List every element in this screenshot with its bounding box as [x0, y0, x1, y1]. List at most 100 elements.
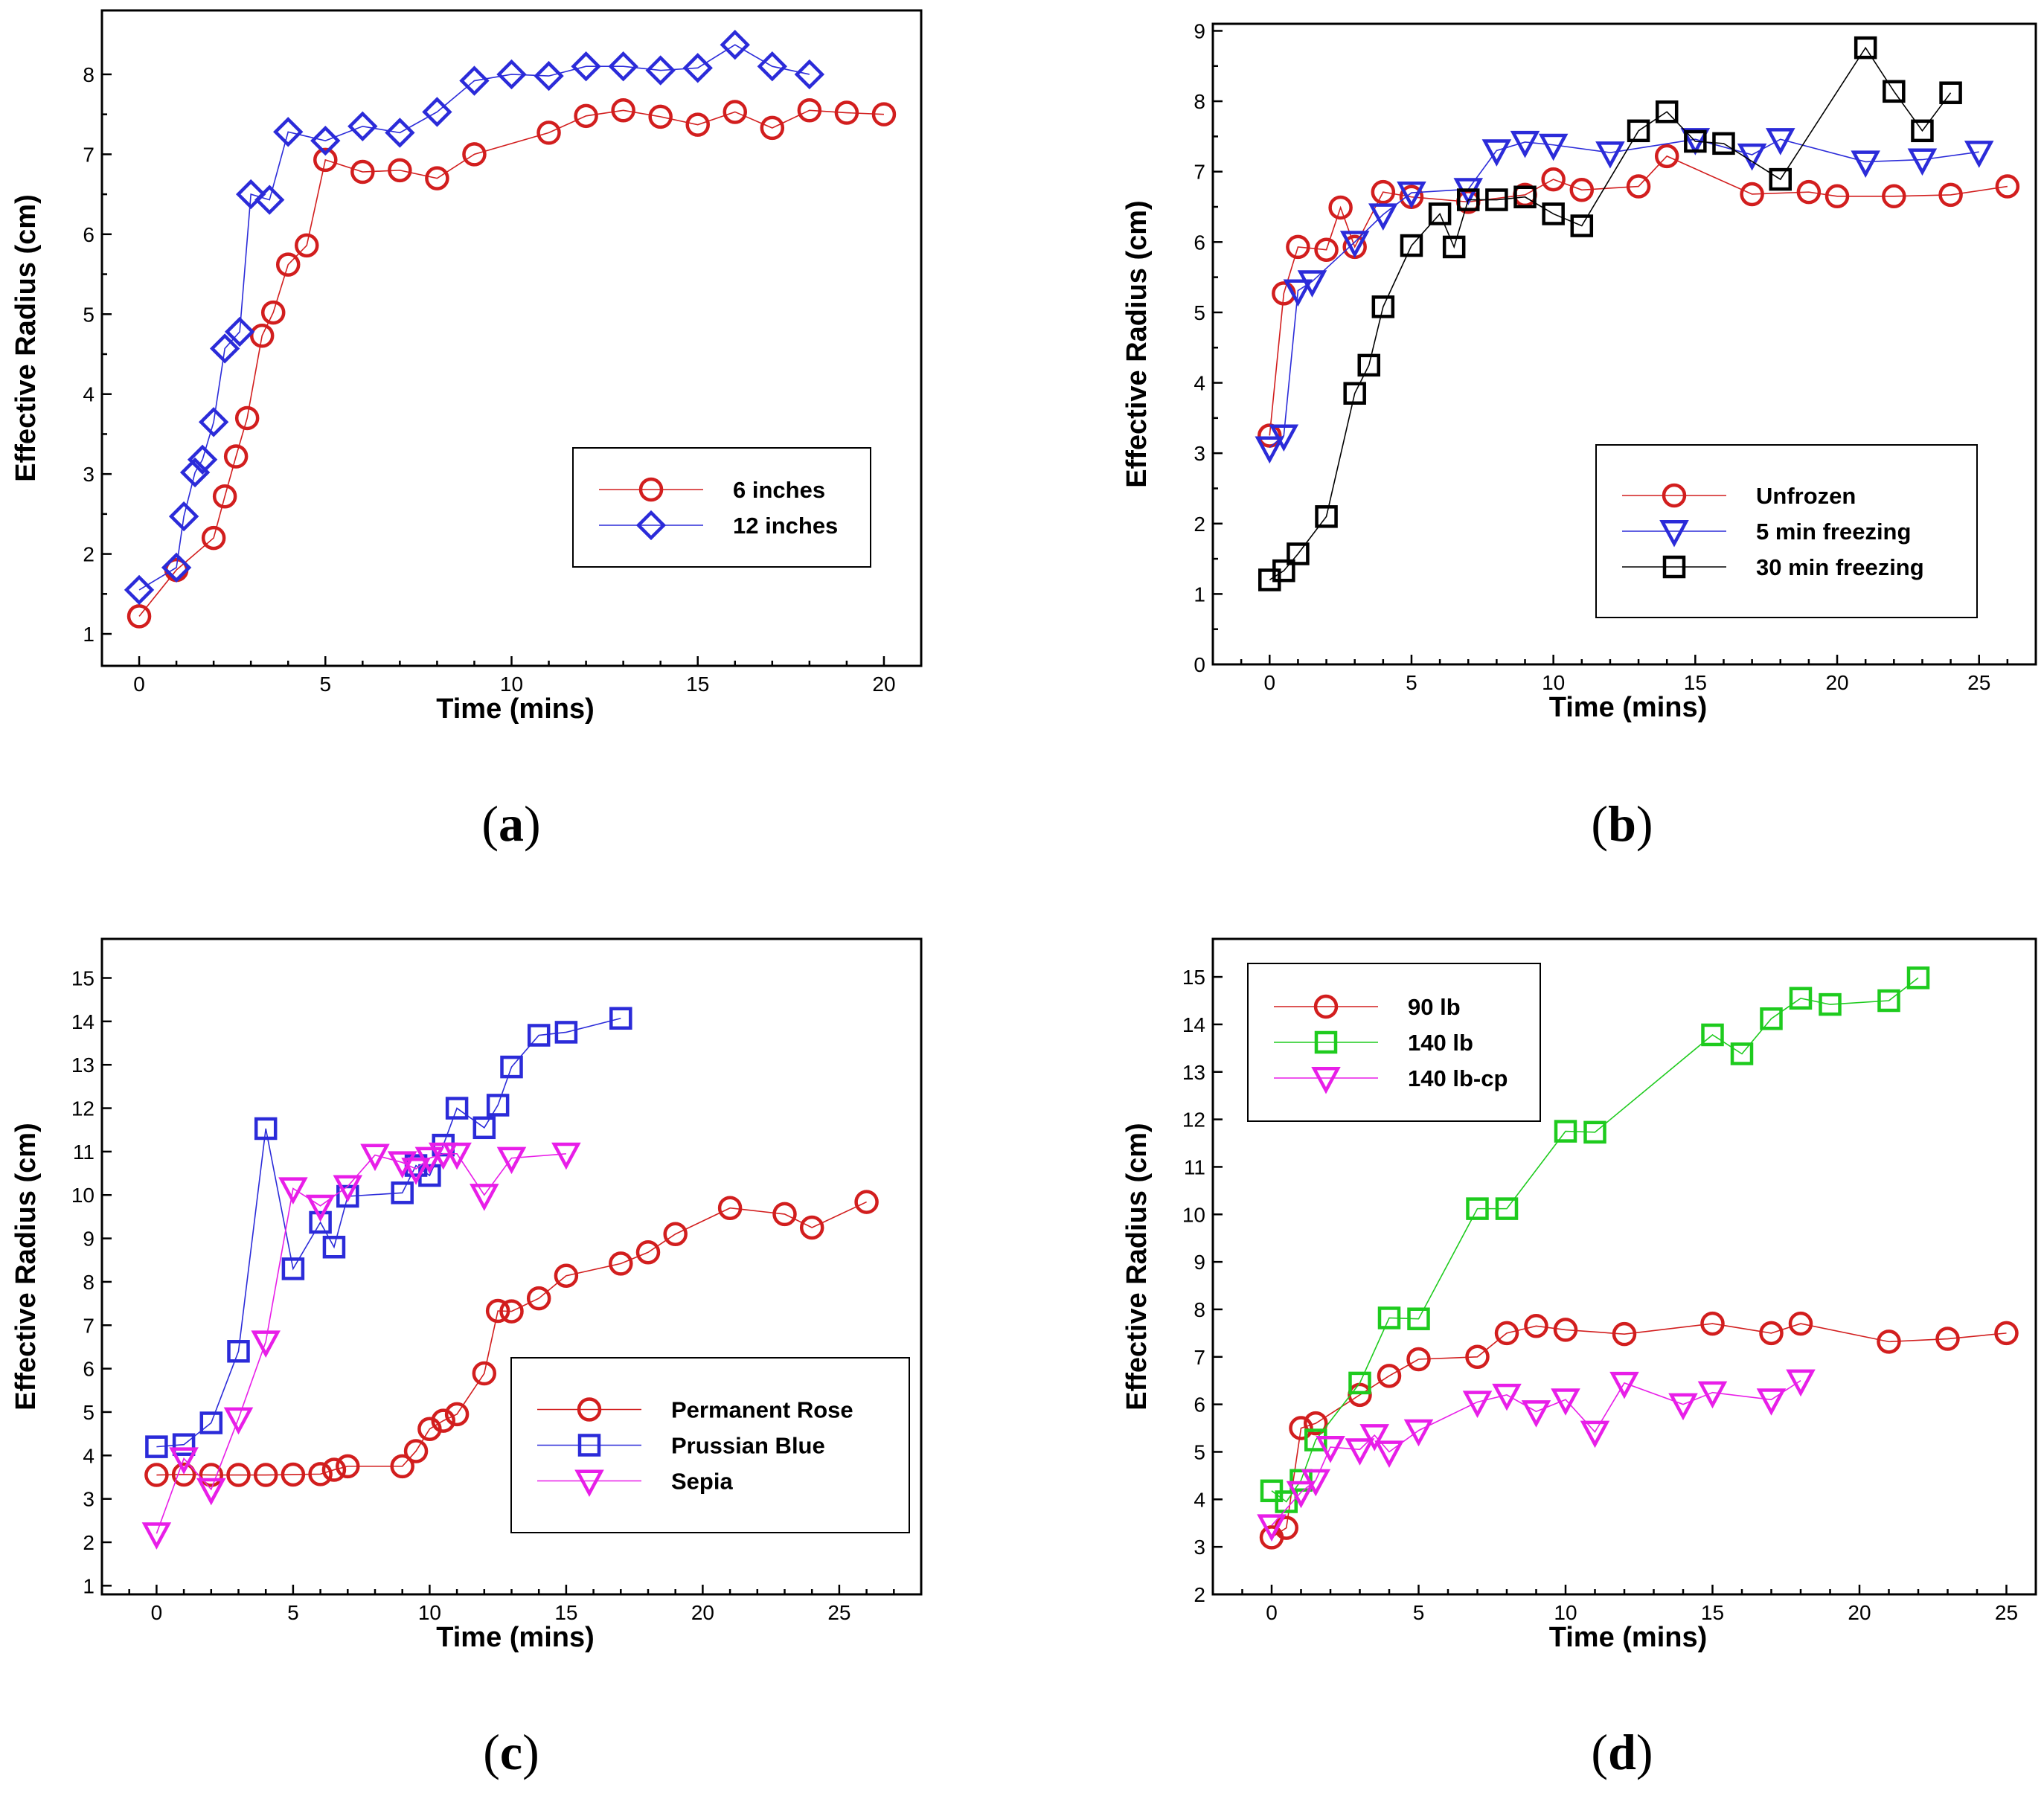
data-point: [499, 1299, 524, 1324]
data-point: [1938, 182, 1963, 208]
data-point: [1377, 1364, 1402, 1388]
data-point: [1851, 150, 1880, 178]
data-point: [305, 1194, 336, 1222]
legend-item: Sepia: [537, 1469, 733, 1498]
legend-marker: [1662, 555, 1686, 579]
y-tick-label: 7: [1194, 161, 1205, 184]
series-line: [1271, 977, 1919, 1503]
data-point: [1255, 436, 1285, 464]
data-point: [1465, 1344, 1490, 1370]
series-140-lb-cp: [1257, 1369, 1816, 1542]
data-point: [445, 1097, 469, 1120]
data-point: [1655, 100, 1679, 124]
data-point: [554, 1021, 578, 1044]
data-point: [425, 166, 449, 190]
data-point: [1495, 1197, 1519, 1220]
data-point: [1442, 235, 1466, 259]
data-point: [574, 103, 598, 129]
x-tick-label: 20: [691, 1601, 714, 1624]
legend-marker: [577, 1397, 602, 1422]
data-point: [1513, 185, 1537, 209]
data-point: [1304, 1428, 1327, 1452]
y-tick-label: 11: [1184, 1155, 1205, 1178]
legend-marker: [1313, 994, 1339, 1019]
y-tick-label: 1: [83, 623, 94, 646]
data-point: [212, 484, 237, 509]
data-point: [611, 98, 635, 123]
data-point: [281, 1257, 305, 1280]
legend-item: 6 inches: [599, 477, 825, 503]
legend-item: Prussian Blue: [537, 1433, 825, 1459]
legend-label: Permanent Rose: [671, 1397, 853, 1423]
data-point: [794, 59, 825, 90]
y-tick-label: 9: [83, 1228, 94, 1251]
data-point: [201, 525, 226, 551]
data-point: [1314, 237, 1339, 262]
data-point: [254, 1117, 278, 1141]
chart-panel-b: 0 5 10 15 20 25 0 1 2 3 4 5 6 7 8 9 Time (mins) Effective…: [1121, 19, 2037, 852]
data-point: [1680, 128, 1711, 155]
legend-marker: [1662, 483, 1687, 508]
series-12-inches: [124, 30, 825, 606]
data-point: [485, 1298, 510, 1324]
y-axis-label: Effective Radius (cm): [10, 194, 42, 481]
data-point: [717, 1196, 743, 1220]
data-point: [145, 1435, 168, 1458]
data-point: [1407, 1307, 1430, 1330]
data-point: [273, 117, 304, 147]
data-point: [141, 1522, 172, 1550]
data-point: [1304, 1411, 1328, 1436]
data-point: [234, 405, 260, 431]
data-point: [1269, 424, 1299, 452]
y-tick-label: 5: [83, 303, 94, 326]
data-point: [1524, 1314, 1548, 1338]
data-point: [1765, 128, 1795, 155]
panel-label: (c): [483, 1724, 539, 1780]
y-tick-label: 14: [1182, 1013, 1205, 1036]
data-point: [442, 1142, 472, 1170]
data-point: [1286, 234, 1310, 260]
data-point: [1570, 214, 1594, 237]
y-tick-label: 15: [1182, 966, 1205, 989]
data-point: [254, 185, 285, 215]
data-point: [760, 115, 785, 141]
data-point: [1403, 1419, 1434, 1447]
y-tick-label: 9: [1194, 1251, 1205, 1274]
x-axis-label: Time (mins): [1549, 1622, 1708, 1653]
data-point: [1612, 1321, 1637, 1347]
series-90-lb: [1259, 1311, 2019, 1550]
y-tick-label: 6: [83, 223, 94, 246]
data-point: [635, 1239, 661, 1265]
data-point: [171, 1462, 196, 1487]
y-tick-label: 1: [1194, 583, 1205, 606]
x-tick-label: 15: [1684, 671, 1707, 694]
y-tick-label: 10: [1182, 1203, 1205, 1226]
data-point: [1371, 295, 1395, 318]
data-point: [1760, 1007, 1783, 1030]
data-point: [609, 1251, 633, 1276]
data-point: [1257, 1514, 1287, 1542]
data-point: [799, 1215, 824, 1240]
data-point: [1854, 36, 1877, 60]
data-point: [496, 1146, 527, 1175]
legend-box: [572, 447, 871, 568]
data-point: [500, 1055, 523, 1079]
y-tick-label: 8: [83, 1271, 94, 1294]
data-point: [757, 51, 788, 82]
series-permanent-rose: [144, 1190, 879, 1487]
data-point: [295, 233, 319, 258]
data-point: [470, 1184, 499, 1211]
y-tick-label: 6: [1194, 231, 1205, 254]
legend-label: Prussian Blue: [671, 1433, 825, 1459]
data-point: [322, 1235, 346, 1259]
data-point: [1553, 1318, 1578, 1342]
data-point: [1700, 1311, 1725, 1336]
data-point: [309, 1210, 332, 1234]
data-point: [281, 1462, 306, 1487]
data-point: [1377, 1306, 1401, 1329]
data-point: [1485, 188, 1508, 211]
data-point: [1275, 1490, 1298, 1513]
data-point: [648, 104, 673, 129]
data-point: [1994, 1321, 2019, 1346]
